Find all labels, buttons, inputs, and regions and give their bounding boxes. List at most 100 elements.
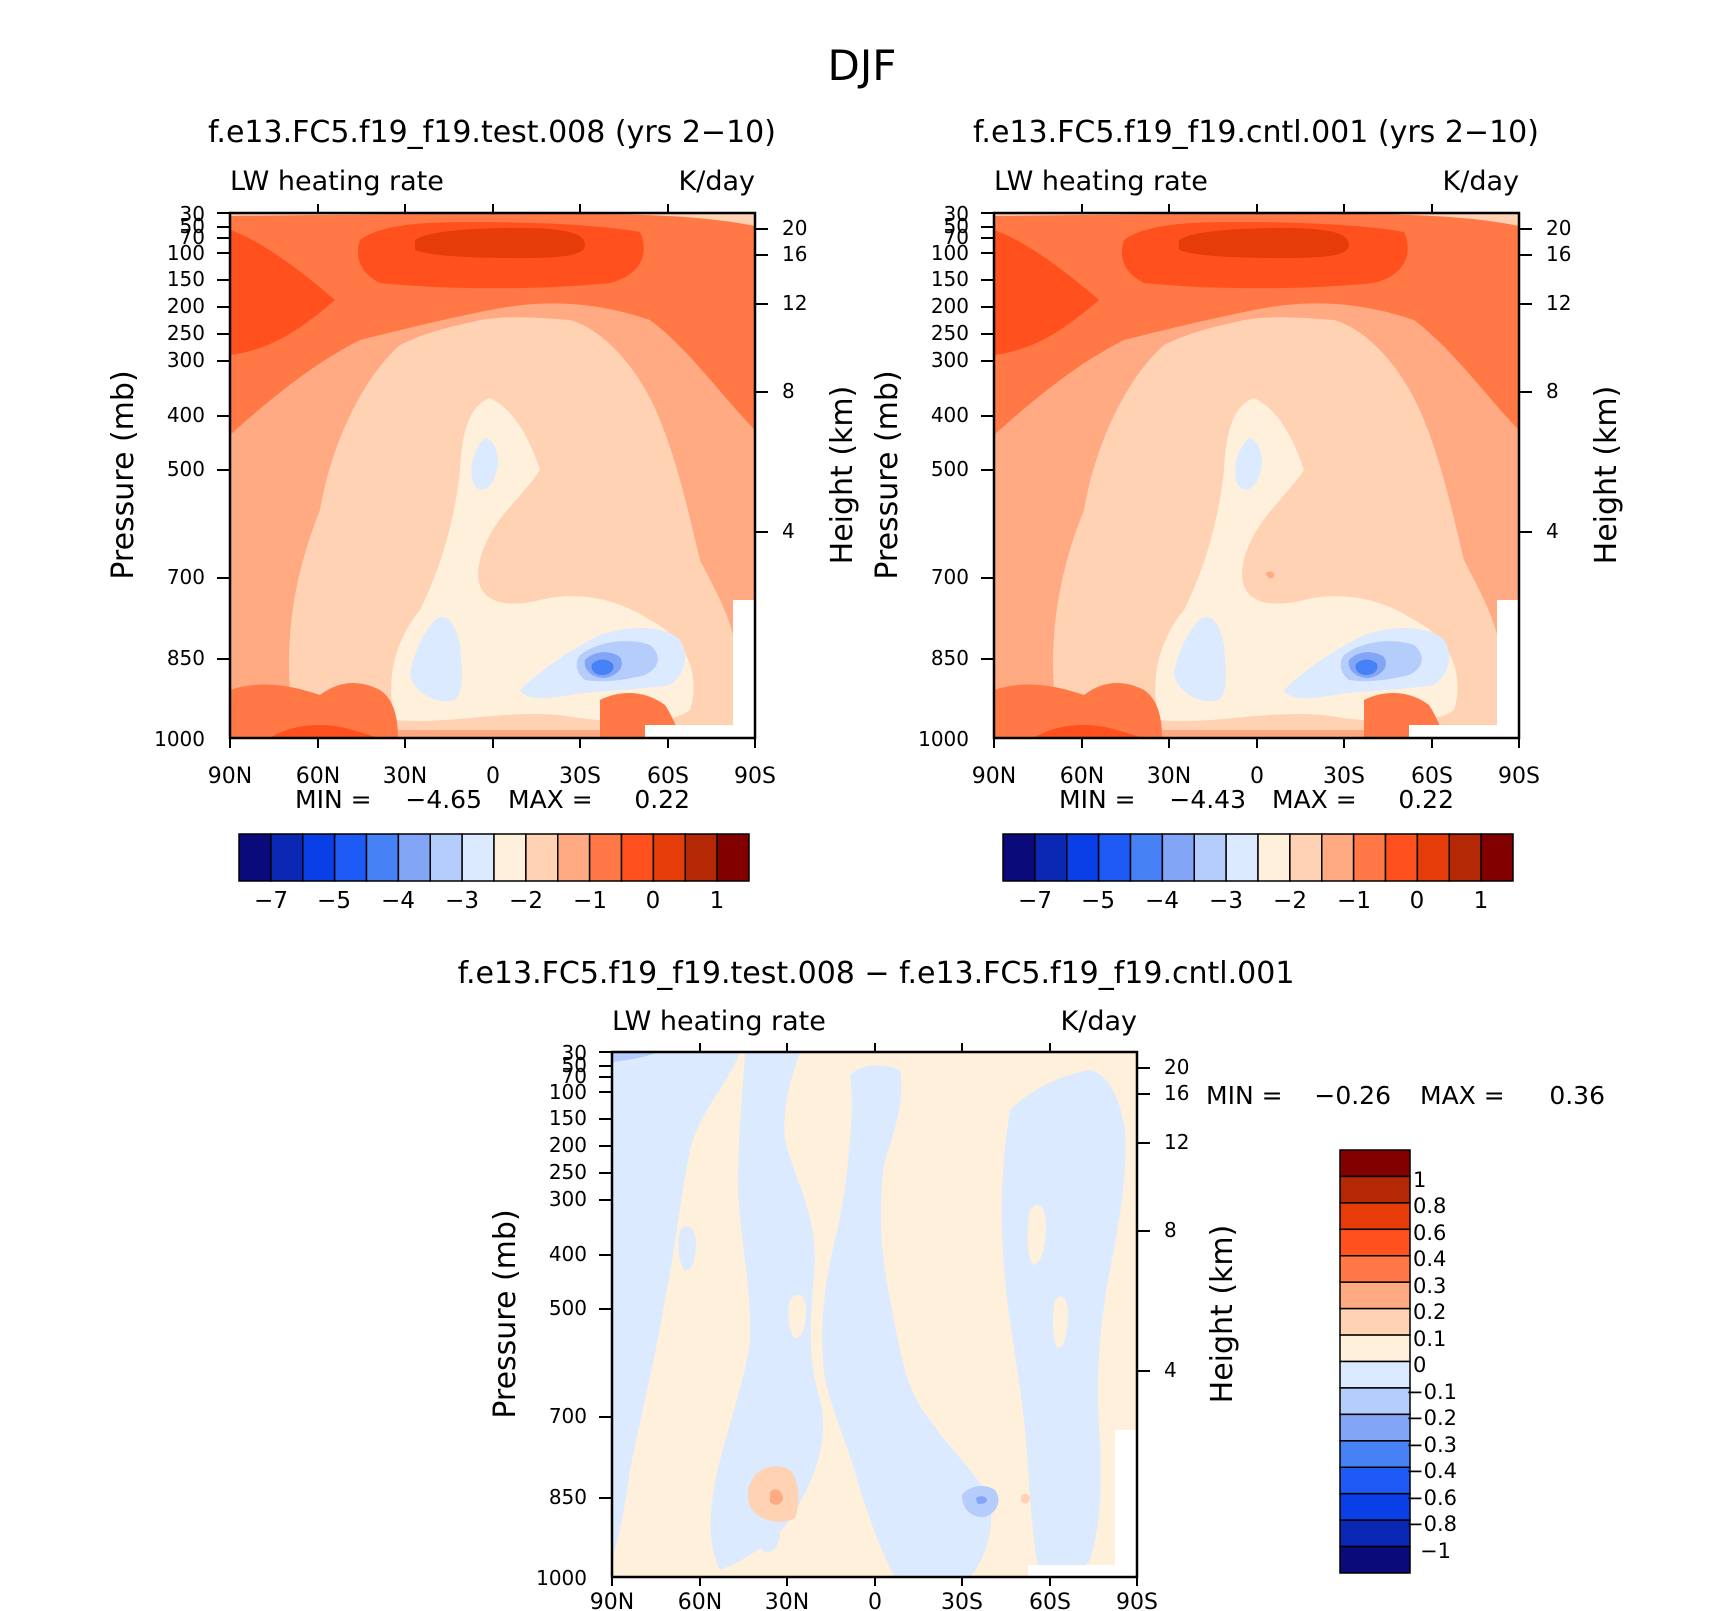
y-axis-label-right: Height (km)	[825, 386, 860, 565]
y-right-tick-label: 8	[1546, 379, 1559, 403]
colorbar-swatch	[461, 833, 495, 882]
y-axis-label: Pressure (mb)	[106, 370, 141, 579]
y-right-tick-label: 16	[1546, 242, 1571, 266]
colorbar-label: −1	[1337, 888, 1371, 914]
y-right-tick-label: 12	[1546, 291, 1571, 315]
colorbar-swatch	[1339, 1413, 1411, 1442]
max-value: 0.22	[1398, 785, 1454, 814]
x-tick-label: 30S	[559, 764, 601, 789]
y-tick-label: 50	[944, 214, 969, 238]
max-label: MAX =	[508, 785, 593, 814]
y-tick-label: 850	[167, 646, 205, 670]
y-tick-label: 30	[180, 202, 205, 226]
colorbar-label: −3	[1209, 888, 1243, 914]
colorbar-swatch	[1066, 833, 1100, 882]
y-tick-label: 400	[549, 1242, 587, 1266]
colorbar-label: 0	[646, 888, 661, 914]
contour-field	[994, 213, 1519, 738]
y-tick-label: 250	[167, 321, 205, 345]
colorbar-label: −0.8	[1406, 1512, 1457, 1536]
min-label: MIN =	[1206, 1081, 1283, 1110]
x-tick-label: 0	[868, 1590, 882, 1611]
y-axis-label-right: Height (km)	[1205, 1225, 1240, 1404]
x-tick-label: 60S	[647, 764, 689, 789]
min-value: −4.43	[1169, 785, 1246, 814]
colorbar-label: −0.3	[1406, 1433, 1457, 1457]
x-tick-label: 60S	[1029, 1590, 1071, 1611]
y-tick-label: 400	[931, 403, 969, 427]
y-tick-label: 100	[931, 241, 969, 265]
colorbar-swatch	[1289, 833, 1323, 882]
y-right-tick-labels: 20 16 12 8 4	[782, 216, 807, 543]
y-tick-label: 30	[944, 202, 969, 226]
y-right-tick-label: 12	[1164, 1130, 1189, 1154]
colorbar-swatch	[652, 833, 686, 882]
colorbar-label: 1	[1413, 1168, 1426, 1192]
y-tick-label: 30	[562, 1041, 587, 1065]
y-tick-label: 700	[167, 565, 205, 589]
colorbar-swatch	[1339, 1519, 1411, 1548]
colorbar-label: 0.6	[1413, 1221, 1446, 1245]
y-tick-label: 200	[167, 294, 205, 318]
colorbar-swatch	[684, 833, 718, 882]
y-tick-label: 500	[931, 457, 969, 481]
colorbar-swatch	[1339, 1545, 1411, 1574]
units-label: K/day	[1443, 166, 1519, 197]
colorbar-label: 0	[1413, 1353, 1426, 1377]
x-tick-labels: 90N 60N 30N 0 30S 60S 90S	[972, 764, 1540, 789]
x-tick-label: 0	[486, 764, 500, 789]
max-value: 0.36	[1549, 1081, 1605, 1110]
y-tick-label: 200	[549, 1133, 587, 1157]
y-right-tick-label: 4	[1164, 1358, 1177, 1382]
colorbar-label: −1	[1420, 1539, 1451, 1563]
colorbar-swatch	[1339, 1149, 1411, 1178]
colorbar-swatch	[1339, 1255, 1411, 1283]
y-right-tick-label: 16	[1164, 1081, 1189, 1105]
max-value: 0.22	[634, 785, 690, 814]
colorbar-swatch	[1339, 1281, 1411, 1310]
y-tick-label: 200	[931, 294, 969, 318]
y-tick-label: 850	[931, 646, 969, 670]
y-right-tick-label: 12	[782, 291, 807, 315]
colorbar-label: −4	[381, 888, 415, 914]
max-label: MAX =	[1272, 785, 1357, 814]
colorbar-swatch	[333, 833, 368, 882]
colorbar-label: −5	[1081, 888, 1115, 914]
x-tick-label: 90S	[734, 764, 776, 789]
y-right-tick-label: 20	[782, 216, 807, 240]
colorbar-swatch	[1339, 1228, 1411, 1257]
min-value: −0.26	[1314, 1081, 1391, 1110]
axis-ticks	[981, 204, 1532, 748]
colorbar-labels: −7 −5 −4 −3 −2 −1 0 1	[254, 888, 724, 914]
colorbar-swatch	[302, 833, 336, 882]
x-tick-label: 30S	[941, 1590, 983, 1611]
y-tick-label: 100	[167, 241, 205, 265]
y-tick-labels: 30 50 70 100 150 200 250 300 400 500 700…	[918, 202, 969, 751]
axis-ticks	[599, 1043, 1150, 1586]
x-tick-label: 30N	[1147, 764, 1191, 789]
y-tick-label: 150	[167, 267, 205, 291]
y-axis-label: Pressure (mb)	[488, 1209, 523, 1418]
colorbar-swatch	[1002, 833, 1036, 882]
panel-control: f.e13.FC5.f19_f19.cntl.001 (yrs 2−10) LW…	[870, 115, 1624, 914]
x-tick-label: 60N	[1060, 764, 1104, 789]
colorbar-label: 0.4	[1413, 1247, 1446, 1271]
x-tick-label: 60N	[296, 764, 340, 789]
panel-difference: f.e13.FC5.f19_f19.test.008 − f.e13.FC5.f…	[458, 956, 1605, 1611]
x-tick-label: 90N	[208, 764, 252, 789]
x-tick-label: 90N	[972, 764, 1016, 789]
y-tick-label: 700	[931, 565, 969, 589]
variable-label: LW heating rate	[612, 1006, 826, 1037]
colorbar-swatch	[1339, 1175, 1411, 1204]
colorbar-label: −5	[317, 888, 351, 914]
colorbar-swatch	[1193, 833, 1227, 882]
x-tick-label: 30N	[765, 1590, 809, 1611]
colorbar-swatch	[1448, 833, 1482, 882]
x-tick-label: 0	[1250, 764, 1264, 789]
colorbar-swatch	[1339, 1334, 1411, 1363]
x-tick-label: 90S	[1116, 1590, 1158, 1611]
y-tick-label: 150	[549, 1106, 587, 1130]
variable-label: LW heating rate	[994, 166, 1208, 197]
x-tick-label: 60S	[1411, 764, 1453, 789]
colorbar-label: 0.1	[1413, 1327, 1446, 1351]
